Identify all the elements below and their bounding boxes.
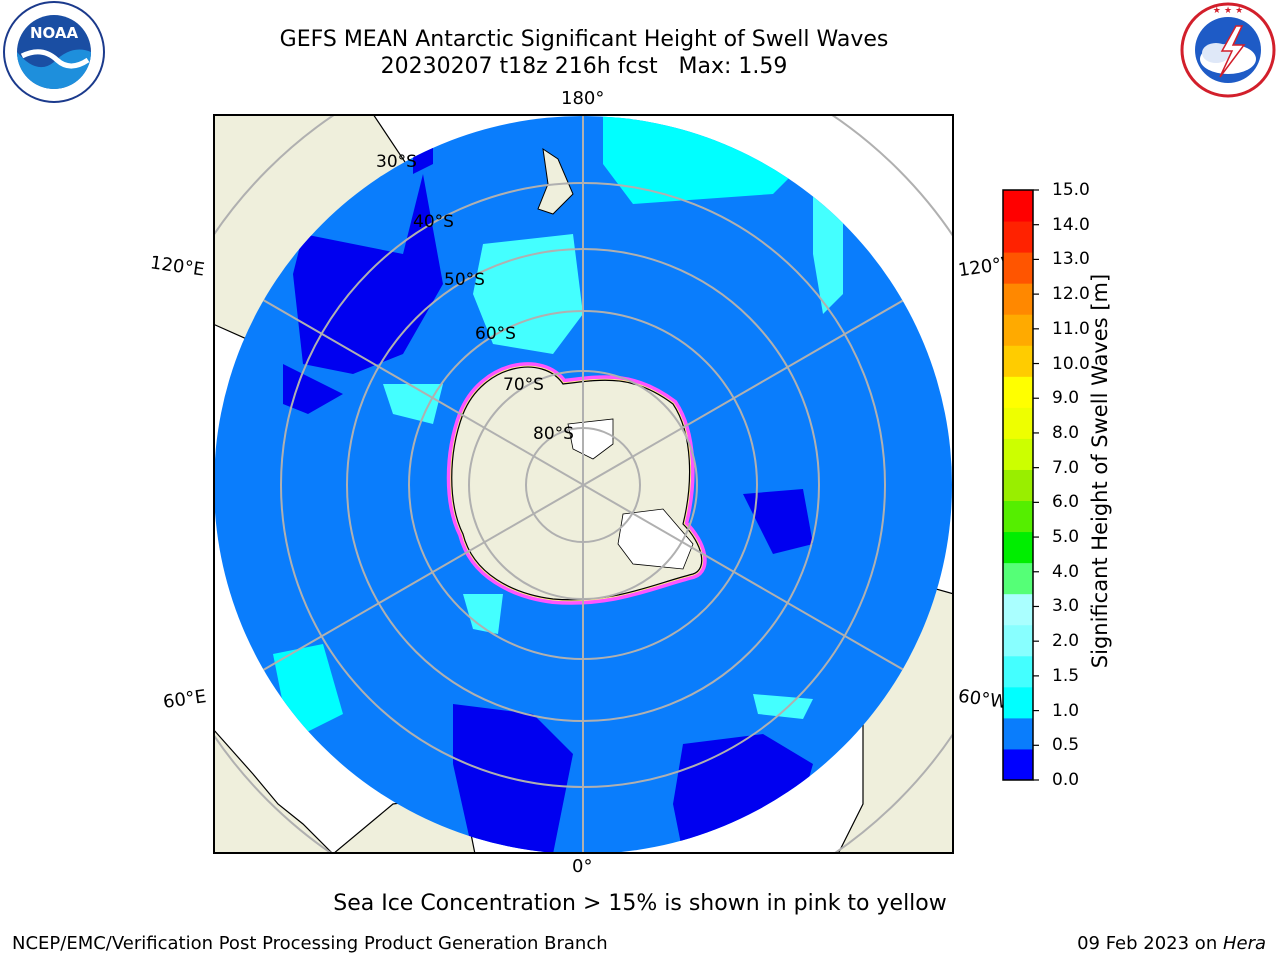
colorbar-segment: [1003, 252, 1033, 284]
graticule: [214, 116, 952, 854]
colorbar-scale: [1002, 189, 1039, 781]
colorbar-segment: [1003, 686, 1033, 719]
colorbar-segment: [1003, 655, 1033, 688]
colorbar-tick-label: 7.0: [1052, 457, 1080, 478]
colorbar-tick-label: 6.0: [1052, 492, 1080, 513]
colorbar-tick-label: 5.0: [1052, 527, 1080, 548]
map-frame: [213, 114, 954, 854]
colorbar-segment: [1003, 376, 1033, 408]
colorbar-segment: [1003, 593, 1033, 626]
run-date: 09 Feb 2023 on Hera: [1077, 933, 1266, 954]
colorbar-tick-label: 1.5: [1052, 665, 1080, 686]
colorbar-segment: [1003, 717, 1033, 750]
ocean-disk: [214, 116, 952, 854]
colorbar-segment: [1003, 500, 1033, 533]
noaa-logo-text: NOAA: [30, 24, 79, 42]
colorbar-segment: [1003, 469, 1033, 502]
chart-subtitle: 20230207 t18z 216h fcst Max: 1.59: [380, 54, 788, 79]
colorbar-segment: [1003, 407, 1033, 439]
colorbar-segment: [1003, 190, 1033, 222]
colorbar-tick-label: 11.0: [1052, 318, 1090, 339]
nws-logo: ★ ★ ★: [1180, 2, 1276, 98]
colorbar-tick-label: 15.0: [1052, 180, 1090, 200]
colorbar-label: Significant Height of Swell Waves [m]: [1088, 273, 1112, 669]
credit-text: NCEP/EMC/Verification Post Processing Pr…: [12, 933, 608, 954]
map-canvas: [213, 114, 954, 854]
colorbar-segment: [1003, 221, 1033, 253]
lon-label-60e: 60°E: [161, 686, 208, 713]
colorbar-tick-label: 9.0: [1052, 388, 1080, 409]
colorbar-segment: [1003, 314, 1033, 346]
colorbar-tick-label: 13.0: [1052, 249, 1090, 270]
lat-label-40s: 40°S: [413, 212, 454, 232]
colorbar-tick-label: 2.0: [1052, 631, 1080, 652]
colorbar-tick-label: 10.0: [1052, 353, 1090, 374]
lon-label-120e: 120°E: [148, 252, 206, 281]
run-host: Hera: [1222, 933, 1266, 954]
colorbar-tick-label: 14.0: [1052, 214, 1090, 235]
colorbar-segment: [1003, 345, 1033, 377]
lat-label-70s: 70°S: [503, 375, 544, 395]
lat-label-80s: 80°S: [533, 424, 574, 444]
colorbar-tick-label: 8.0: [1052, 422, 1080, 443]
colorbar-tick-label: 12.0: [1052, 284, 1090, 305]
colorbar-segment: [1003, 531, 1033, 564]
colorbar-segment: [1003, 283, 1033, 315]
run-date-text: 09 Feb 2023 on: [1077, 933, 1223, 954]
lon-label-0: 0°: [572, 856, 593, 877]
colorbar-border: [1002, 189, 1034, 781]
noaa-logo: NOAA: [3, 1, 105, 103]
colorbar-tick-label: 1.0: [1052, 700, 1080, 721]
svg-text:★ ★ ★: ★ ★ ★: [1213, 6, 1243, 16]
polar-map: [213, 114, 954, 854]
colorbar-tick-label: 3.0: [1052, 596, 1080, 617]
sea-ice-note: Sea Ice Concentration > 15% is shown in …: [333, 891, 947, 916]
colorbar-segment: [1003, 748, 1033, 781]
colorbar: 15.0 14.0 13.0 12.0 11.0 10.0 9.0 8.0 7.0 6.0 5.0 4…: [1002, 180, 1202, 790]
chart-title: GEFS MEAN Antarctic Significant Height o…: [279, 27, 889, 52]
lat-label-50s: 50°S: [444, 270, 485, 290]
lat-label-30s: 30°S: [376, 152, 417, 172]
colorbar-segment: [1003, 438, 1033, 470]
lon-label-180: 180°: [561, 88, 605, 109]
colorbar-segment: [1003, 562, 1033, 595]
colorbar-tick-label: 4.0: [1052, 561, 1080, 582]
colorbar-tick-label: 0.0: [1052, 770, 1080, 790]
colorbar-segment: [1003, 624, 1033, 657]
lat-label-60s: 60°S: [475, 324, 516, 344]
colorbar-tick-label: 0.5: [1052, 735, 1080, 756]
